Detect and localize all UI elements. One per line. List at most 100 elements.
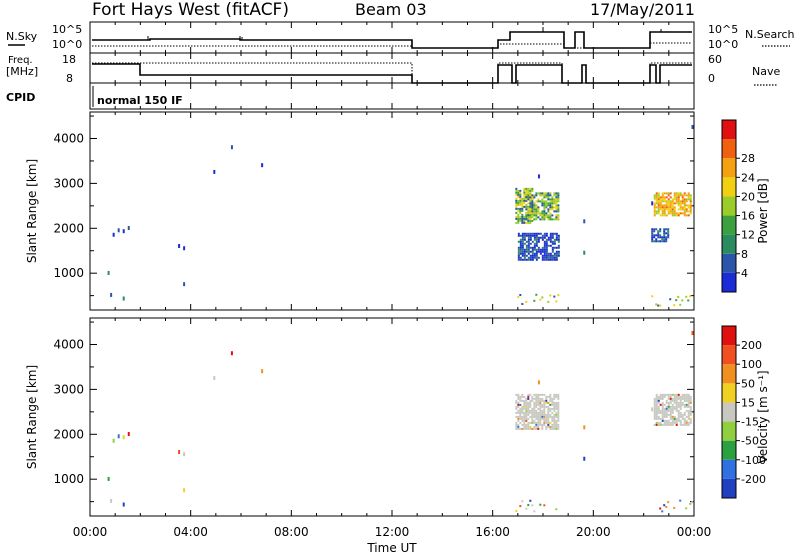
scatter-cell (663, 504, 666, 507)
scatter-cell (659, 202, 662, 205)
scatter-cell (525, 507, 528, 510)
scatter-cell (555, 427, 558, 430)
scatter-cell (659, 393, 662, 396)
scatter-cell (555, 214, 558, 217)
scatter-cell (673, 421, 676, 424)
scatter-cell (519, 293, 522, 296)
scatter-cell (537, 210, 540, 213)
scatter-cell (663, 232, 666, 235)
scatter-cell (539, 250, 542, 253)
scatter-cell (541, 296, 544, 299)
colorbar-segment (722, 440, 736, 460)
scatter-cell (551, 256, 554, 259)
scatter-cell (553, 256, 556, 259)
scatter-cell (521, 393, 524, 396)
scatter-cell (555, 210, 558, 213)
scatter-cell (521, 500, 524, 503)
scatter-cell (689, 411, 692, 414)
scatter-cell (533, 397, 536, 400)
scatter-cell (523, 407, 526, 410)
scatter-cell (663, 411, 666, 414)
scatter-cell (531, 234, 534, 237)
scatter-cell (519, 397, 522, 400)
scatter-cell (671, 208, 674, 211)
scatter-cell (517, 201, 520, 204)
scatter-cell (523, 248, 526, 251)
scatter-cell (669, 206, 672, 209)
axis-ticks: 00:00 04:00 08:00 12:00 16:00 20:00 00:00 1000 2… (53, 22, 711, 539)
colorbar-segment (722, 253, 736, 273)
scatter-cell (687, 206, 690, 209)
scatter-cell (657, 401, 660, 404)
scatter-cell (681, 196, 684, 199)
scatter-cell (665, 238, 668, 241)
scatter-cell (545, 234, 548, 237)
scatter-cell (671, 214, 674, 217)
scatter-cell (683, 214, 686, 217)
scatter-cell (515, 423, 518, 426)
scatter-cell (687, 399, 690, 402)
scatter-cell (677, 202, 680, 205)
scatter-cell (661, 200, 664, 203)
scatter-cell (531, 421, 534, 424)
scatter-cell (683, 212, 686, 215)
scatter-cell (671, 423, 674, 426)
scatter-cell (529, 403, 532, 406)
scatter-cell (545, 401, 548, 404)
scatter-cell (667, 206, 670, 209)
scatter-cell (553, 427, 556, 430)
scatter-cell (661, 409, 664, 412)
scatter-cell (529, 212, 532, 215)
scatter-cell (683, 411, 686, 414)
scatter-cell (667, 395, 670, 398)
scatter-cell (683, 423, 686, 426)
scatter-cell (545, 250, 548, 253)
scatter-cell (549, 194, 552, 197)
scatter-cell (659, 417, 662, 420)
scatter-cell (683, 419, 686, 422)
scatter-cell (689, 421, 692, 424)
scatter-cell (523, 411, 526, 414)
scatter-cell (547, 413, 550, 416)
scatter-cell (551, 234, 554, 237)
colorbar-segment (722, 421, 736, 441)
scatter-cell (117, 228, 120, 233)
scatter-cell (553, 425, 556, 428)
scatter-cell (555, 254, 558, 257)
noise-tick-bottom-right: 10^0 (708, 38, 738, 51)
scatter-cell (541, 409, 544, 412)
scatter-cell (555, 419, 558, 422)
scatter-cell (523, 403, 526, 406)
scatter-cell (551, 403, 554, 406)
scatter-cell (655, 198, 658, 201)
scatter-cell (557, 407, 560, 410)
scatter-cell (551, 411, 554, 414)
scatter-cell (663, 234, 666, 237)
scatter-cell (523, 258, 526, 261)
scatter-cell (547, 216, 550, 219)
scatter-cell (671, 415, 674, 418)
scatter-cell (665, 206, 668, 209)
scatter-cell (551, 401, 554, 404)
scatter-cell (655, 405, 658, 408)
scatter-cell (527, 401, 530, 404)
scatter-cell (655, 403, 658, 406)
scatter-cell (665, 415, 668, 418)
scatter-cell (531, 258, 534, 261)
scatter-cell (669, 399, 672, 402)
scatter-cell (557, 417, 560, 420)
scatter-cell (537, 423, 540, 426)
scatter-cell (531, 200, 534, 203)
scatter-cell (535, 206, 538, 209)
scatter-cell (663, 210, 666, 213)
scatter-cell (525, 187, 528, 190)
scatter-cell (663, 415, 666, 418)
scatter-cell (551, 248, 554, 251)
scatter-cell (549, 399, 552, 402)
scatter-cell (553, 393, 556, 396)
scatter-cell (683, 397, 686, 400)
scatter-cell (178, 244, 181, 248)
scatter-cell (551, 419, 554, 422)
scatter-cell (535, 210, 538, 213)
scatter-cell (683, 198, 686, 201)
